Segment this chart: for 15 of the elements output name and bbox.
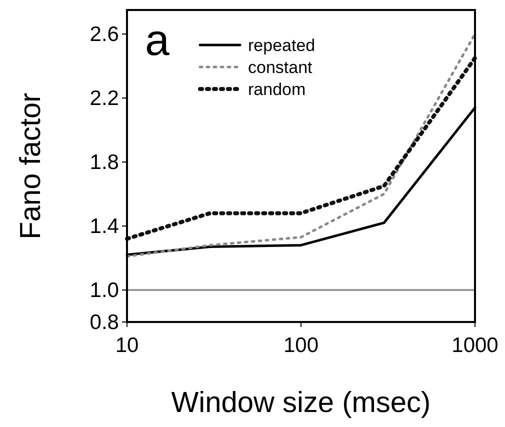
x-tick-label: 1000 — [452, 334, 498, 357]
y-tick-label: 1.8 — [90, 151, 119, 174]
x-tick-label: 100 — [283, 334, 319, 357]
y-tick-label: 0.8 — [90, 311, 119, 334]
annotation: a — [145, 16, 170, 65]
y-axis-title: Fano factor — [15, 92, 47, 240]
y-tick-label: 1.4 — [90, 215, 120, 238]
x-tick-label: 10 — [115, 334, 139, 357]
y-tick-label: 2.2 — [90, 87, 119, 110]
y-tick-label: 1.0 — [90, 279, 119, 302]
legend-label: constant — [248, 58, 313, 77]
legend-label: random — [248, 80, 306, 99]
y-tick-label: 2.6 — [90, 23, 119, 46]
x-axis-title: Window size (msec) — [171, 387, 431, 419]
legend-label: repeated — [248, 36, 316, 55]
